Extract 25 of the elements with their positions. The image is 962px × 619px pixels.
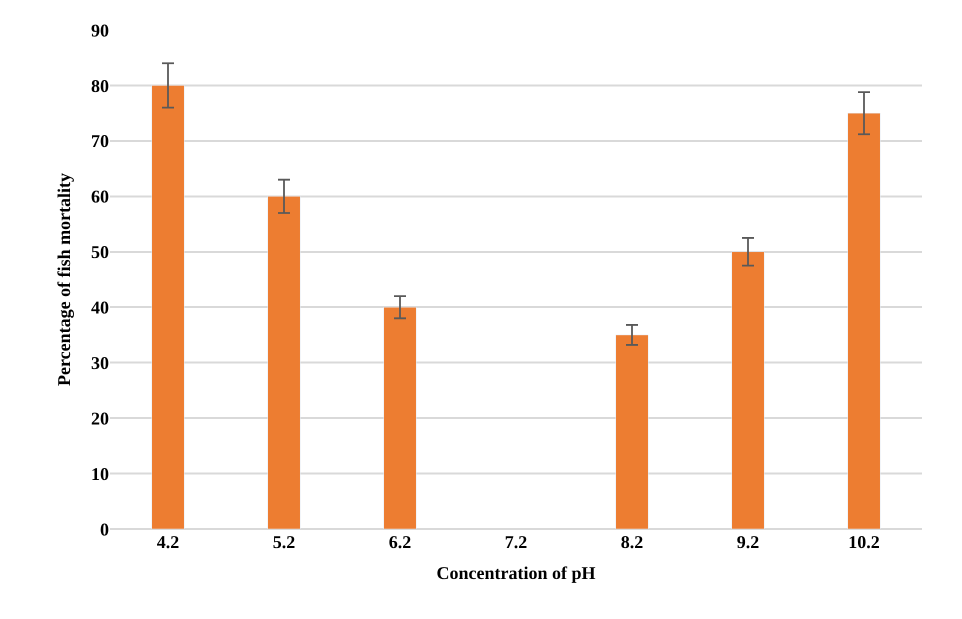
y-tick-label: 20: [91, 408, 109, 428]
bar: [384, 306, 416, 529]
y-tick-label: 50: [91, 242, 109, 262]
x-tick-label: 10.2: [848, 532, 880, 552]
bar: [616, 334, 648, 529]
x-axis-title: Concentration of pH: [436, 563, 596, 584]
x-tick-label: 7.2: [504, 532, 528, 552]
y-axis-title: Percentage of fish mortality: [54, 172, 74, 386]
bar: [848, 112, 880, 529]
bar: [732, 252, 764, 529]
x-tick-label: 9.2: [736, 532, 760, 552]
y-tick-label: 30: [91, 352, 109, 373]
y-tick-label: 0: [100, 519, 109, 540]
y-tick-label: 10: [91, 464, 109, 484]
y-tick-label: 90: [91, 20, 109, 40]
y-tick-label: 60: [91, 186, 109, 207]
x-tick-label: 5.2: [272, 532, 296, 552]
y-tick-label: 80: [91, 76, 109, 96]
y-tick-label: 70: [91, 131, 109, 152]
bar: [152, 85, 184, 529]
x-tick-label: 4.2: [156, 532, 180, 552]
x-tick-label: 6.2: [388, 532, 412, 552]
y-tick-label: 40: [91, 298, 109, 318]
bar: [268, 196, 300, 529]
x-tick-label: 8.2: [620, 532, 644, 552]
